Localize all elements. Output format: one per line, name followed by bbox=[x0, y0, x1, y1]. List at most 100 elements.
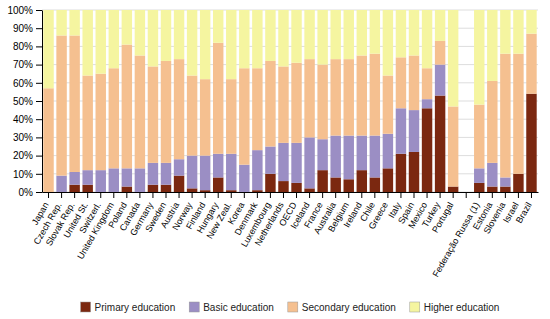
bar-segment bbox=[487, 187, 497, 192]
bar-segment bbox=[109, 68, 119, 168]
x-tick-mark bbox=[205, 192, 206, 198]
bar-segment bbox=[344, 179, 354, 192]
x-tick-mark bbox=[113, 192, 114, 198]
x-tick-mark bbox=[74, 192, 75, 198]
bar-segment bbox=[396, 57, 406, 108]
y-tick-label: 0% bbox=[19, 187, 34, 198]
bar-segment bbox=[383, 10, 393, 76]
bar-segment bbox=[265, 174, 275, 192]
bar-segment bbox=[278, 181, 288, 192]
x-axis-line bbox=[43, 192, 539, 193]
bar-segment bbox=[200, 10, 210, 79]
bar-segment bbox=[187, 76, 197, 156]
bar-segment bbox=[304, 10, 314, 59]
bar-segment bbox=[291, 63, 301, 143]
bar-segment bbox=[265, 10, 275, 61]
x-tick-mark bbox=[218, 192, 219, 198]
bar-segment bbox=[291, 10, 301, 63]
y-tick-label: 60% bbox=[13, 78, 33, 89]
bar-segment bbox=[148, 66, 158, 162]
bar-segment bbox=[135, 168, 145, 192]
y-tick: 10% bbox=[13, 169, 42, 180]
y-tick: 100% bbox=[7, 5, 42, 16]
bar-segment bbox=[213, 43, 223, 154]
x-tick-mark bbox=[283, 192, 284, 198]
bar-segment bbox=[357, 10, 367, 56]
x-tick-mark bbox=[244, 192, 245, 198]
x-tick-mark bbox=[361, 192, 362, 198]
y-tick-label: 70% bbox=[13, 59, 33, 70]
bar-segment bbox=[213, 177, 223, 192]
x-tick-mark bbox=[387, 192, 388, 198]
bar-segment bbox=[435, 65, 445, 96]
x-tick-mark bbox=[179, 192, 180, 198]
bar-segment bbox=[226, 154, 236, 190]
bar-segment bbox=[161, 10, 171, 61]
bar-segment bbox=[174, 176, 184, 192]
bar-segment bbox=[82, 76, 92, 171]
bar-segment bbox=[239, 68, 249, 164]
bar-segment bbox=[161, 185, 171, 192]
y-tick-mark bbox=[36, 46, 42, 47]
bar-segment bbox=[96, 74, 106, 170]
bar-segment bbox=[474, 105, 484, 169]
bar-segment bbox=[500, 10, 510, 54]
y-tick-mark bbox=[36, 101, 42, 102]
y-tick: 60% bbox=[13, 78, 42, 89]
bar-segment bbox=[239, 10, 249, 68]
bar-segment bbox=[187, 188, 197, 192]
bar-segment bbox=[396, 154, 406, 192]
bar-segment bbox=[148, 185, 158, 192]
y-tick: 0% bbox=[19, 187, 42, 198]
x-tick-label: Federação Russa (1) bbox=[431, 200, 482, 278]
bar-segment bbox=[370, 54, 380, 136]
bar-segment bbox=[370, 177, 380, 192]
legend-swatch bbox=[81, 302, 91, 312]
x-tick-mark bbox=[309, 192, 310, 198]
bar-segment bbox=[487, 10, 497, 81]
bar-segment bbox=[448, 187, 458, 192]
x-tick-mark bbox=[296, 192, 297, 198]
x-tick-mark bbox=[414, 192, 415, 198]
legend-item: Basic education bbox=[189, 302, 274, 313]
legend-swatch bbox=[410, 302, 420, 312]
bar-segment bbox=[409, 152, 419, 192]
bar-segment bbox=[82, 170, 92, 185]
bar-segment bbox=[422, 68, 432, 99]
bar-segment bbox=[422, 108, 432, 192]
bar-segment bbox=[526, 34, 536, 94]
bar-segment bbox=[461, 192, 471, 193]
bar-segment bbox=[317, 10, 327, 65]
y-tick-label: 40% bbox=[13, 114, 33, 125]
bar-segment bbox=[435, 96, 445, 192]
bar-segment bbox=[43, 10, 53, 88]
bar-segment bbox=[226, 79, 236, 154]
bar-segment bbox=[69, 10, 79, 35]
legend-item: Secondary education bbox=[288, 302, 396, 313]
bar-segment bbox=[200, 156, 210, 191]
x-tick-mark bbox=[231, 192, 232, 198]
bar-segment bbox=[448, 10, 458, 106]
bar-segment bbox=[487, 163, 497, 187]
y-tick: 20% bbox=[13, 150, 42, 161]
x-tick-mark bbox=[139, 192, 140, 198]
y-tick-label: 50% bbox=[13, 96, 33, 107]
x-axis: JapanCzech Rep.Slovak Rep.United St.Swit… bbox=[30, 192, 539, 279]
bar-segment bbox=[96, 170, 106, 192]
bar-segment bbox=[396, 10, 406, 57]
bar-segment bbox=[357, 170, 367, 192]
bar-segment bbox=[383, 134, 393, 169]
x-tick-mark bbox=[518, 192, 519, 198]
bar-segment bbox=[317, 139, 327, 170]
bar-segment bbox=[187, 156, 197, 189]
bar-segment bbox=[370, 10, 380, 54]
bar-segment bbox=[330, 59, 340, 135]
x-tick-mark bbox=[126, 192, 127, 198]
x-tick bbox=[466, 192, 467, 198]
y-tick: 70% bbox=[13, 59, 42, 70]
y-tick-mark bbox=[36, 10, 42, 11]
bar-segment bbox=[291, 143, 301, 183]
bar-segment bbox=[122, 187, 132, 192]
bar-segment bbox=[200, 79, 210, 155]
x-tick: Greece bbox=[367, 192, 390, 231]
